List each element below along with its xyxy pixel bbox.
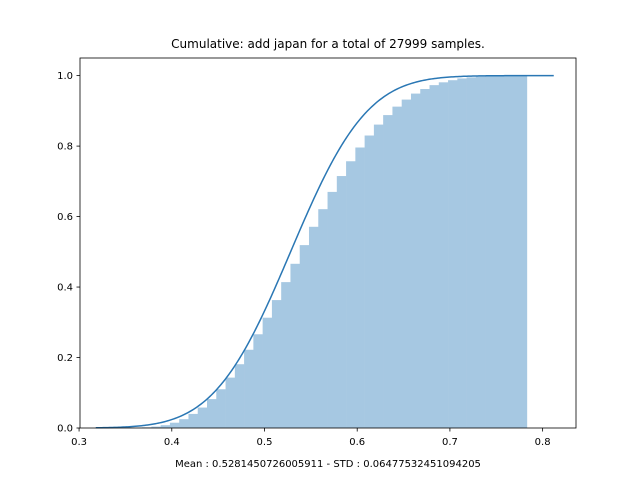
histogram-bar xyxy=(346,161,356,428)
histogram-bar xyxy=(207,399,217,428)
histogram-bar xyxy=(503,75,514,429)
histogram-bar xyxy=(336,176,347,428)
histogram-bar xyxy=(169,422,180,428)
plot-frame xyxy=(79,57,577,429)
chart-title: Cumulative: add japan for a total of 279… xyxy=(171,37,485,51)
x-tick-label: 0.7 xyxy=(442,437,458,448)
y-tick-label: 0.0 xyxy=(57,424,73,435)
histogram-bar xyxy=(392,106,402,428)
y-tick-label: 0.2 xyxy=(57,353,73,364)
histogram-bar xyxy=(179,419,189,428)
histogram-bar xyxy=(151,426,161,428)
histogram-bar xyxy=(160,425,171,428)
histogram-bar xyxy=(457,78,467,428)
histogram-bar xyxy=(438,82,449,428)
histogram-bar xyxy=(429,85,440,428)
y-axis-ticks: 0.0 0.2 0.4 0.6 0.8 1.0 xyxy=(57,71,80,435)
histogram-bar xyxy=(197,407,208,428)
histogram-bar xyxy=(225,377,236,428)
histogram-bar xyxy=(234,364,245,428)
x-tick-label: 0.4 xyxy=(164,437,180,448)
histogram-bar xyxy=(466,77,477,428)
histogram-bar xyxy=(494,75,504,428)
y-tick-label: 0.6 xyxy=(57,212,73,223)
histogram-bar xyxy=(401,99,412,428)
histogram-bar xyxy=(364,135,375,428)
cumulative-fit-line xyxy=(95,74,554,429)
histogram-bar xyxy=(216,389,226,428)
histogram-bar xyxy=(188,413,199,428)
y-tick-label: 1.0 xyxy=(57,71,73,82)
histogram-bar xyxy=(420,89,430,428)
histogram-bar xyxy=(355,147,365,428)
histogram-bar xyxy=(253,334,263,428)
histogram-bar xyxy=(410,93,421,428)
histogram-bar xyxy=(448,80,458,428)
histogram-bar xyxy=(485,76,495,428)
histogram-bar xyxy=(318,209,328,428)
histogram-bar xyxy=(290,263,301,428)
histogram-bar xyxy=(271,300,282,428)
histogram-bar xyxy=(281,282,291,428)
histogram-bar xyxy=(299,245,310,428)
histogram-bar xyxy=(327,191,338,428)
x-tick-label: 0.3 xyxy=(71,437,87,448)
x-tick-label: 0.5 xyxy=(257,437,273,448)
x-axis-ticks: 0.3 0.4 0.5 0.6 0.7 0.8 xyxy=(71,428,551,448)
x-axis-label: Mean : 0.5281450726005911 - STD : 0.0647… xyxy=(175,459,481,470)
histogram-bar xyxy=(522,75,528,429)
y-tick-label: 0.4 xyxy=(57,283,73,294)
histogram-bar xyxy=(512,75,523,429)
histogram-bar xyxy=(475,76,486,429)
histogram-bars xyxy=(132,75,528,429)
y-tick-label: 0.8 xyxy=(57,142,73,153)
histogram-bar xyxy=(383,115,393,428)
histogram-bar xyxy=(308,226,319,428)
histogram-bar xyxy=(262,317,273,428)
x-tick-label: 0.6 xyxy=(349,437,365,448)
histogram-bar xyxy=(373,124,384,428)
histogram-bar xyxy=(244,349,254,428)
x-tick-label: 0.8 xyxy=(535,437,551,448)
